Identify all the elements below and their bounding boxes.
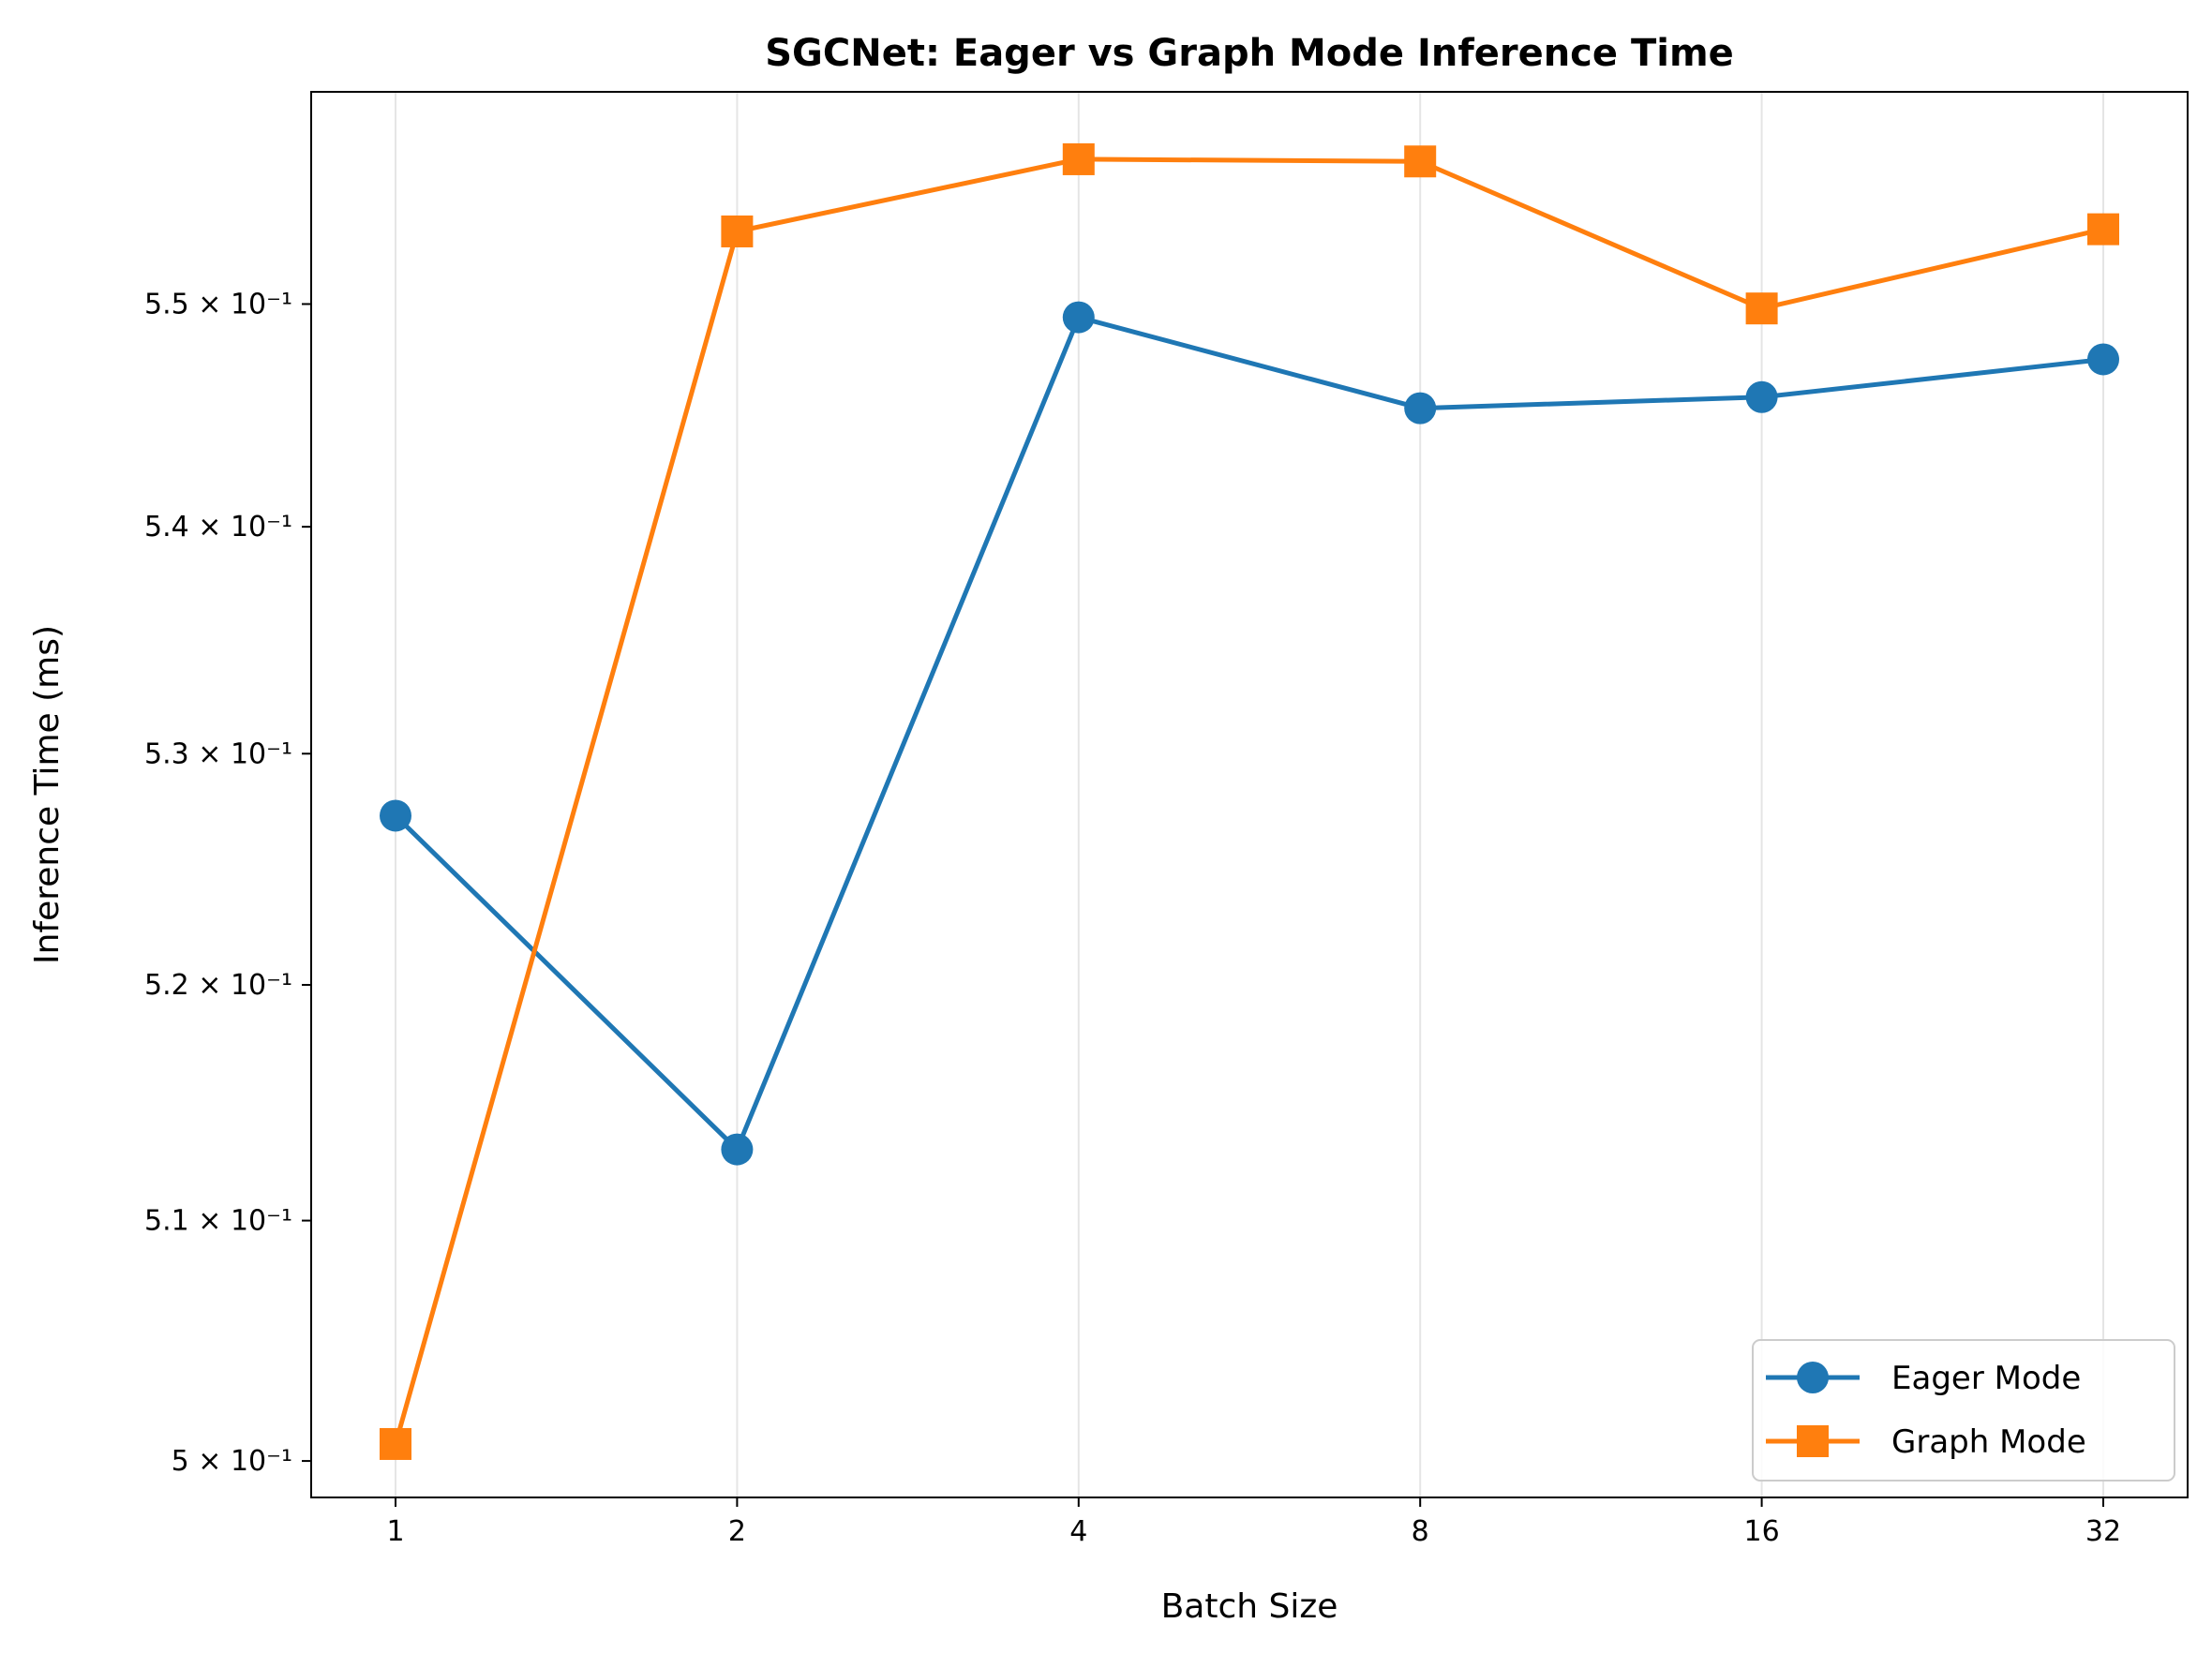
y-tick-label: 5.1 × 10⁻¹ bbox=[144, 1205, 292, 1238]
y-tick-label: 5.5 × 10⁻¹ bbox=[144, 288, 292, 320]
graph-mode-point bbox=[721, 215, 754, 247]
graph-mode-point bbox=[1745, 292, 1778, 325]
plot-frame bbox=[310, 91, 2189, 1498]
legend: Eager Mode Graph Mode bbox=[1752, 1339, 2175, 1482]
legend-label-eager-mode: Eager Mode bbox=[1891, 1360, 2081, 1397]
eager-mode-line bbox=[394, 315, 2104, 1153]
x-tick-label: 32 bbox=[2085, 1515, 2121, 1548]
eager-mode-point bbox=[2087, 343, 2119, 376]
x-tick-label: 4 bbox=[1069, 1515, 1087, 1548]
y-tick-label: 5 × 10⁻¹ bbox=[172, 1445, 292, 1478]
y-tick-label: 5.4 × 10⁻¹ bbox=[144, 511, 292, 544]
graph-mode-point bbox=[380, 1427, 411, 1460]
eager-mode-point bbox=[721, 1133, 754, 1166]
x-tick-label: 16 bbox=[1744, 1515, 1780, 1548]
eager-mode-point bbox=[380, 799, 411, 832]
y-tick-label: 5.3 × 10⁻¹ bbox=[144, 737, 292, 770]
eager-mode-point bbox=[1745, 380, 1778, 413]
eager-mode-point bbox=[1062, 301, 1095, 334]
y-axis: 5 × 10⁻¹ 5.1 × 10⁻¹ 5.2 × 10⁻¹ 5.3 × 10⁻¹ 5.… bbox=[144, 288, 311, 1478]
graph-mode-point bbox=[2087, 213, 2119, 246]
legend-marker-eager-mode bbox=[1797, 1362, 1829, 1393]
x-axis: 1 2 4 8 16 32 bbox=[386, 1497, 2121, 1548]
legend-label-graph-mode: Graph Mode bbox=[1891, 1423, 2086, 1461]
x-tick-label: 1 bbox=[386, 1515, 404, 1548]
plot-layer bbox=[380, 142, 2119, 1460]
x-axis-label: Batch Size bbox=[1161, 1587, 1338, 1626]
graph-mode-point bbox=[1062, 142, 1095, 175]
y-tick-label: 5.2 × 10⁻¹ bbox=[144, 969, 292, 1002]
y-axis-label: Inference Time (ms) bbox=[28, 625, 67, 964]
graph-mode-point bbox=[1404, 145, 1437, 178]
x-tick-label: 8 bbox=[1412, 1515, 1429, 1548]
chart-title: SGCNet: Eager vs Graph Mode Inference Ti… bbox=[765, 32, 1734, 75]
legend-marker-graph-mode bbox=[1797, 1425, 1829, 1457]
graph-mode-line bbox=[393, 156, 2104, 1445]
eager-mode-point bbox=[1404, 392, 1437, 424]
x-tick-label: 2 bbox=[728, 1515, 746, 1548]
